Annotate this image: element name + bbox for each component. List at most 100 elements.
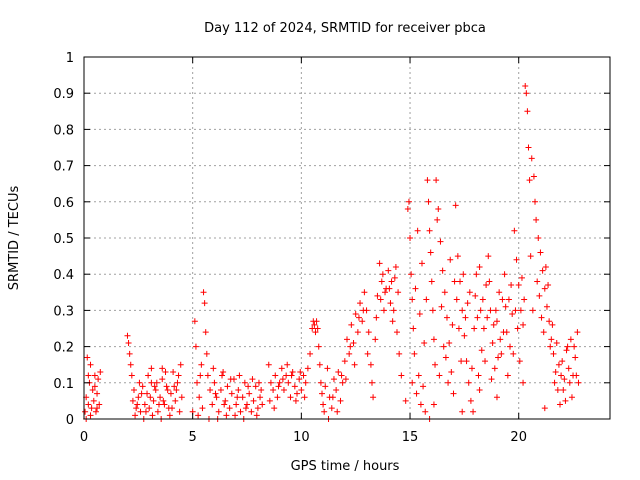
data-point [211, 379, 218, 386]
data-point [432, 361, 439, 368]
x-tick-label: 15 [402, 430, 419, 445]
data-point [270, 387, 277, 394]
data-point [426, 227, 433, 234]
data-point [319, 390, 326, 397]
data-point [493, 318, 500, 325]
data-point [235, 387, 242, 394]
data-point [300, 372, 307, 379]
data-point [272, 372, 279, 379]
x-axis-label: GPS time / hours [291, 459, 400, 474]
data-point [297, 368, 304, 375]
data-point [559, 358, 566, 365]
data-point [333, 387, 340, 394]
data-point [424, 177, 431, 184]
data-point [164, 387, 171, 394]
data-point [298, 387, 305, 394]
data-point [464, 300, 471, 307]
data-point [508, 282, 515, 289]
data-point [377, 296, 384, 303]
data-point [558, 372, 565, 379]
data-point [307, 350, 314, 357]
data-point [459, 408, 466, 415]
data-point [311, 321, 318, 328]
x-tick-label: 20 [510, 430, 527, 445]
data-point [87, 412, 94, 419]
data-point [563, 347, 570, 354]
data-point [274, 394, 281, 401]
data-point [357, 300, 364, 307]
data-point [322, 383, 329, 390]
data-point [127, 361, 134, 368]
data-point [338, 372, 345, 379]
data-point [476, 263, 483, 270]
data-point [567, 336, 574, 343]
data-point [492, 307, 499, 314]
y-tick-label: 0.1 [53, 377, 74, 392]
data-point [391, 274, 398, 281]
data-point [239, 394, 246, 401]
data-point [564, 343, 571, 350]
y-tick-label: 1 [66, 51, 74, 66]
data-point [527, 253, 534, 260]
data-point [475, 372, 482, 379]
data-point [530, 173, 537, 180]
data-point [152, 387, 159, 394]
data-point [291, 383, 298, 390]
data-point [141, 401, 148, 408]
data-point [132, 412, 139, 419]
data-point [514, 325, 521, 332]
data-point [288, 372, 295, 379]
data-point [234, 394, 241, 401]
data-point [378, 278, 385, 285]
data-point [390, 307, 397, 314]
x-tick-label: 5 [189, 430, 197, 445]
data-point [142, 408, 149, 415]
data-point [330, 376, 337, 383]
data-point [159, 376, 166, 383]
data-point [191, 318, 198, 325]
data-point [468, 365, 475, 372]
data-point [220, 368, 227, 375]
data-point [173, 387, 180, 394]
data-point [267, 379, 274, 386]
chart-title: Day 112 of 2024, SRMTID for receiver pbc… [204, 21, 486, 36]
data-point [354, 329, 361, 336]
data-point [250, 397, 257, 404]
data-point [352, 311, 359, 318]
data-point [409, 379, 416, 386]
data-point [249, 376, 256, 383]
data-point [82, 408, 89, 415]
data-point [568, 394, 575, 401]
data-point [439, 267, 446, 274]
data-point [89, 387, 96, 394]
data-point [379, 271, 386, 278]
data-point [572, 354, 579, 361]
data-point [429, 307, 436, 314]
data-point [486, 278, 493, 285]
data-point [389, 318, 396, 325]
data-point [457, 278, 464, 285]
data-point [271, 405, 278, 412]
data-point [414, 227, 421, 234]
data-point [504, 372, 511, 379]
data-point [547, 343, 554, 350]
data-point [418, 260, 425, 267]
data-point [416, 311, 423, 318]
data-point [324, 365, 331, 372]
data-point [351, 361, 358, 368]
data-point [573, 372, 580, 379]
y-tick-label: 0.4 [53, 268, 74, 283]
data-point [477, 307, 484, 314]
data-point [312, 329, 319, 336]
data-point [479, 296, 486, 303]
data-point [209, 401, 216, 408]
data-point [344, 336, 350, 343]
data-point [167, 390, 174, 397]
data-point [146, 405, 153, 412]
data-point [245, 383, 252, 390]
data-point [447, 256, 454, 263]
data-point [551, 379, 558, 386]
data-point [144, 390, 151, 397]
data-point [215, 408, 222, 415]
data-point [395, 289, 402, 296]
